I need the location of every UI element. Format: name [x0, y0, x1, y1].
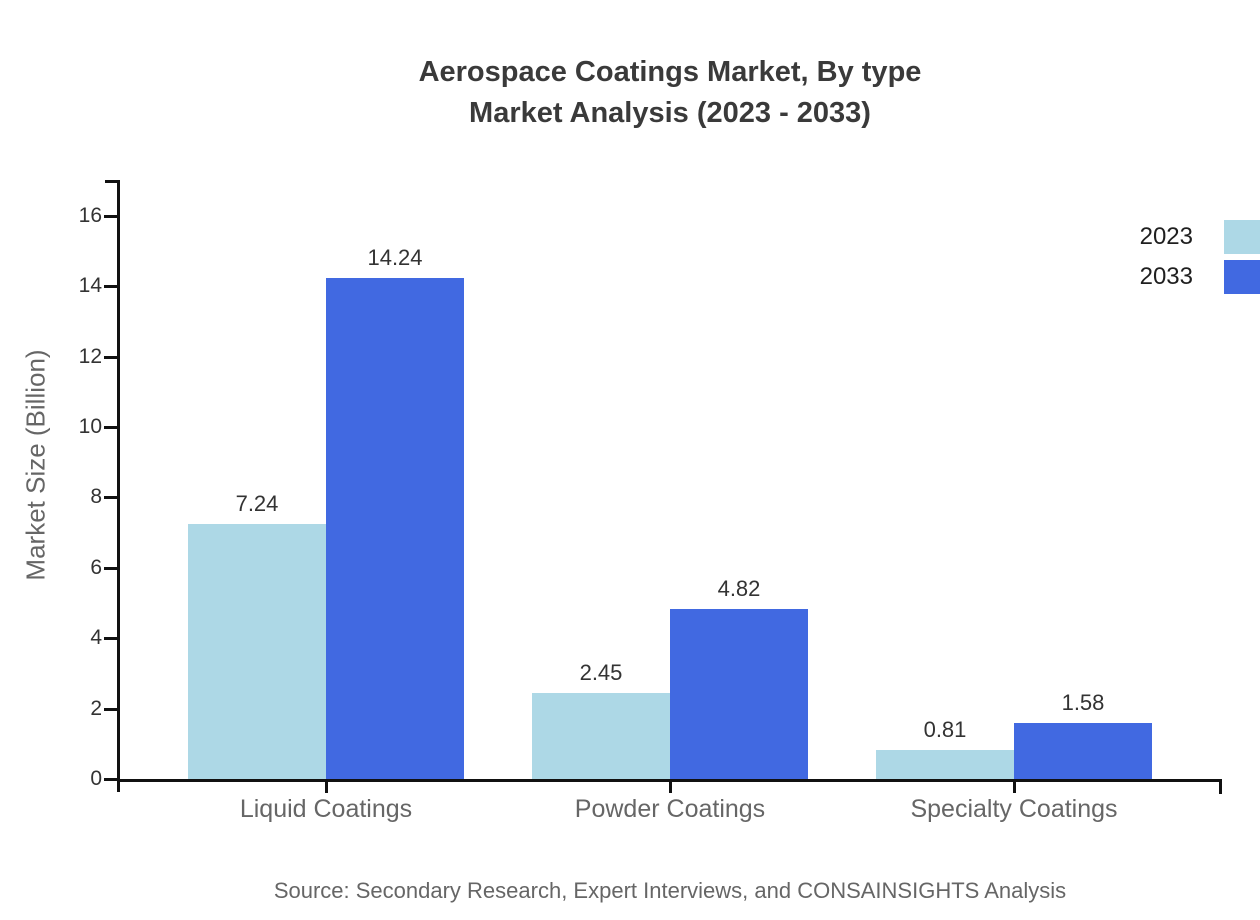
y-tick-label: 2 [90, 696, 102, 720]
x-axis-right-cap [1219, 779, 1222, 794]
bar-2023-powder-coatings [532, 692, 670, 779]
chart-title: Aerospace Coatings Market, By type Marke… [80, 52, 1260, 134]
legend-swatch-2033-icon [1224, 260, 1260, 294]
y-tick-mark [104, 214, 117, 218]
bar-value-2033-specialty-coatings: 1.58 [1061, 690, 1105, 716]
x-category-label-specialty-coatings: Specialty Coatings [910, 795, 1118, 823]
y-axis-label: Market Size (Billion) [20, 349, 51, 581]
y-tick-label: 10 [78, 415, 102, 438]
y-tick-mark [104, 707, 117, 711]
y-tick-mark [104, 355, 117, 359]
y-tick-mark [104, 426, 117, 429]
y-tick-mark [104, 778, 117, 781]
bar-value-2023-liquid-coatings: 7.24 [235, 491, 279, 517]
legend-item-2023: 2023 [1140, 220, 1260, 254]
y-tick-mark [104, 496, 117, 500]
y-tick-mark [104, 285, 117, 289]
bar-value-2023-specialty-coatings: 0.81 [923, 717, 967, 743]
y-tick-label: 12 [78, 344, 102, 368]
source-attribution: Source: Secondary Research, Expert Inter… [273, 878, 1067, 903]
y-tick-label: 4 [90, 626, 102, 650]
bar-2033-liquid-coatings [326, 277, 464, 779]
x-tick-mark [1013, 782, 1016, 793]
bar-value-2033-powder-coatings: 4.82 [717, 576, 761, 602]
x-tick-mark [669, 782, 672, 793]
y-tick-label: 6 [90, 555, 102, 579]
bar-value-2023-powder-coatings: 2.45 [579, 659, 623, 685]
bar-2023-liquid-coatings [188, 524, 326, 779]
y-tick-label: 14 [78, 274, 102, 298]
y-tick-label: 0 [90, 767, 102, 790]
y-tick-mark [104, 637, 117, 641]
y-axis-line [117, 180, 120, 792]
y-axis-top-cap [105, 180, 120, 183]
bar-value-2033-liquid-coatings: 14.24 [367, 244, 423, 270]
chart-title-line2: Market Analysis (2023 - 2033) [469, 97, 871, 129]
y-tick-label: 16 [78, 203, 102, 227]
x-tick-mark [325, 782, 328, 793]
x-category-label-powder-coatings: Powder Coatings [574, 795, 766, 823]
bar-2033-specialty-coatings [1014, 723, 1152, 779]
x-category-label-liquid-coatings: Liquid Coatings [239, 795, 413, 823]
y-tick-mark [104, 566, 117, 570]
bar-2033-powder-coatings [670, 609, 808, 779]
chart-title-line1: Aerospace Coatings Market, By type [418, 56, 922, 88]
legend-label-2023: 2023 [1139, 223, 1193, 250]
x-axis-line [117, 779, 1222, 782]
bar-2023-specialty-coatings [876, 750, 1014, 779]
y-tick-label: 8 [90, 485, 102, 509]
legend-label-2033: 2033 [1139, 263, 1193, 290]
legend-swatch-2023-icon [1224, 220, 1260, 254]
legend-item-2033: 2033 [1140, 260, 1260, 294]
